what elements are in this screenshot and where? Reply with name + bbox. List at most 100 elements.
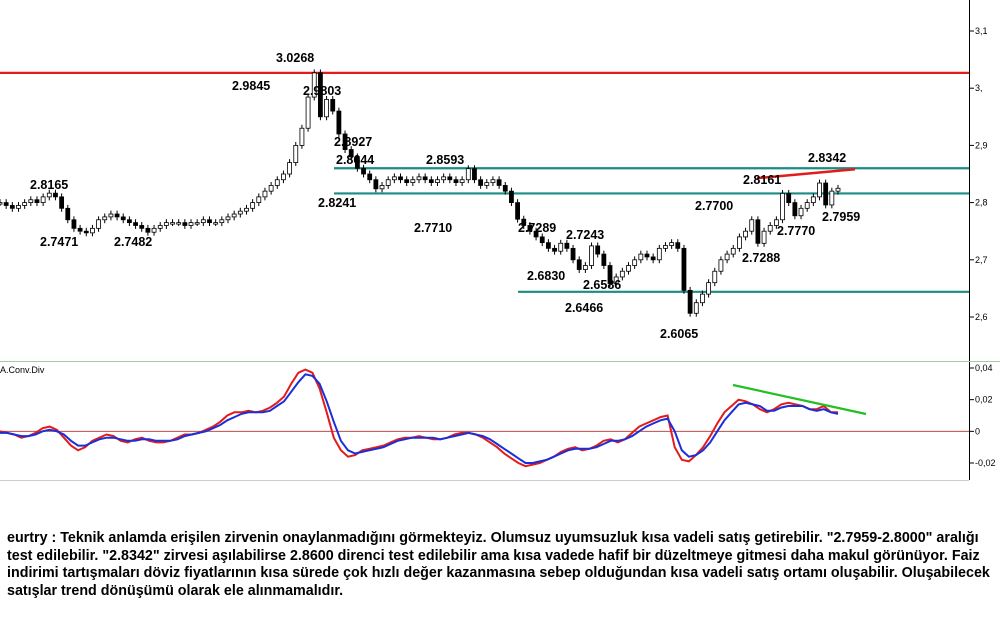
- candle-body: [743, 230, 748, 238]
- y-tick-label: 2,6: [975, 312, 988, 322]
- candle-body: [126, 219, 132, 224]
- candle-body: [59, 196, 65, 209]
- price-label: 2.6466: [565, 301, 603, 315]
- candle-body: [410, 179, 416, 183]
- candle-body: [96, 219, 101, 229]
- candle-body: [761, 230, 767, 244]
- candle-body: [459, 179, 465, 183]
- price-label: 2.7482: [114, 235, 152, 249]
- candle-body: [576, 259, 582, 270]
- macd-y-tick-label: -0,02: [975, 458, 996, 468]
- candle-body: [644, 253, 650, 258]
- candle-body: [157, 225, 163, 229]
- candle-body: [706, 282, 712, 295]
- price-label: 2.8161: [743, 173, 781, 187]
- candle-body: [182, 222, 188, 226]
- analysis-commentary: eurtry : Teknik anlamda erişilen zirveni…: [7, 530, 990, 599]
- macd-y-tick-label: 0: [975, 426, 980, 436]
- candle-body: [823, 182, 829, 206]
- candle-body: [244, 207, 249, 212]
- candle-body: [780, 192, 785, 221]
- price-y-axis: 3,1 3, 2,9 2,8 2,7 2,6: [969, 26, 988, 322]
- candle-body: [330, 99, 336, 112]
- candle-body: [194, 222, 200, 225]
- y-tick-label: 2,7: [975, 255, 988, 265]
- candle-body: [348, 149, 354, 158]
- price-label: 2.6586: [583, 278, 621, 292]
- candle-body: [200, 219, 206, 224]
- candle-body: [398, 176, 403, 181]
- price-label: 2.9803: [303, 84, 341, 98]
- candle-body: [626, 265, 631, 272]
- candle-body: [835, 187, 841, 192]
- candle-body: [373, 179, 379, 190]
- candle-body: [687, 289, 693, 314]
- candle-body: [102, 216, 108, 221]
- candle-body: [324, 99, 329, 118]
- candle-body: [700, 293, 705, 304]
- candle-body: [163, 222, 169, 226]
- candle-body: [0, 202, 3, 205]
- candle-body: [773, 219, 779, 226]
- candle-body: [151, 227, 157, 233]
- price-label: 2.8927: [334, 135, 372, 149]
- candle-body: [404, 179, 410, 183]
- candle-body: [40, 196, 46, 204]
- candle-body: [681, 247, 687, 291]
- price-label: 2.7959: [822, 210, 860, 224]
- candle-body: [114, 213, 120, 218]
- candle-body: [792, 202, 798, 217]
- candle-body: [46, 192, 52, 198]
- candle-body: [367, 173, 373, 181]
- candle-body: [552, 247, 557, 252]
- candle-body: [274, 179, 280, 186]
- candle-body: [798, 207, 804, 217]
- macd-divergence-trendline: [732, 383, 867, 416]
- candle-body: [817, 182, 822, 198]
- candle-body: [305, 96, 311, 129]
- candle-body: [589, 245, 594, 266]
- candle-body: [496, 179, 502, 186]
- y-tick-label: 3,: [975, 83, 983, 93]
- candle-body: [539, 236, 545, 244]
- candle-body: [441, 176, 447, 181]
- candle-body: [28, 199, 34, 204]
- candle-body: [613, 276, 619, 284]
- candle-body: [638, 253, 644, 261]
- candle-body: [724, 253, 730, 261]
- candle-body: [669, 242, 675, 246]
- candle-body: [416, 176, 422, 181]
- candle-body: [712, 270, 718, 284]
- price-label: 2.6065: [660, 327, 698, 341]
- candle-body: [663, 245, 668, 249]
- macd-y-tick-label: 0,04: [975, 363, 993, 373]
- candle-body: [188, 222, 194, 226]
- macd-panel: A.Conv.Div 0,04 0,02 0 -0,02: [0, 363, 996, 468]
- candle-body: [422, 176, 428, 181]
- candlestick-series: [0, 69, 841, 317]
- candle-body: [176, 222, 182, 225]
- candle-body: [53, 192, 58, 198]
- candle-body: [718, 259, 724, 272]
- candle-body: [558, 242, 564, 252]
- candle-body: [385, 179, 391, 186]
- candle-body: [810, 196, 816, 204]
- y-tick-label: 2,8: [975, 198, 988, 208]
- candle-body: [336, 110, 342, 135]
- price-label: 2.7710: [414, 221, 452, 235]
- candle-body: [693, 302, 699, 314]
- candle-body: [545, 242, 551, 249]
- candle-body: [219, 219, 225, 224]
- price-label: 2.8342: [808, 151, 846, 165]
- candle-body: [108, 213, 114, 218]
- candle-body: [71, 219, 77, 229]
- price-label: 2.7471: [40, 235, 78, 249]
- candle-body: [225, 216, 231, 221]
- candle-body: [22, 202, 28, 206]
- y-tick-label: 2,9: [975, 140, 988, 150]
- candle-body: [650, 256, 656, 261]
- candle-body: [342, 133, 348, 150]
- candle-body: [582, 265, 588, 270]
- candle-body: [527, 225, 533, 232]
- price-label: 2.7289: [518, 221, 556, 235]
